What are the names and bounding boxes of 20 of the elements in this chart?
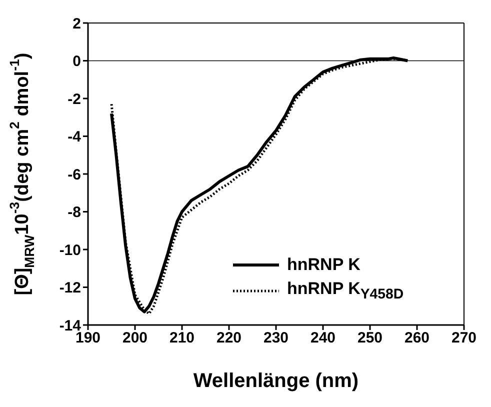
x-tick-label: 200 xyxy=(122,330,148,347)
x-tick-label: 230 xyxy=(263,330,289,347)
x-tick-label: 210 xyxy=(169,330,195,347)
x-axis-title: Wellenlänge (nm) xyxy=(193,370,359,392)
y-tick-label: 0 xyxy=(72,53,81,70)
y-tick-label: -4 xyxy=(68,128,82,146)
x-tick-label: 190 xyxy=(75,330,101,347)
y-tick-label: -6 xyxy=(68,166,81,184)
y-tick-label: -8 xyxy=(68,204,81,222)
x-tick-label: 220 xyxy=(216,330,242,347)
y-tick-label: -12 xyxy=(59,280,81,297)
x-tick-label: 250 xyxy=(357,330,383,347)
x-tick-label: 240 xyxy=(310,330,336,347)
legend-label: hnRNP K xyxy=(287,255,360,275)
y-tick-label: -2 xyxy=(68,90,81,108)
x-tick-label: 270 xyxy=(451,330,477,347)
y-tick-label: 2 xyxy=(72,15,81,32)
x-tick-label: 260 xyxy=(404,330,430,347)
legend-label: hnRNP K$_{Y458D}$ xyxy=(287,279,404,302)
y-tick-label: -10 xyxy=(59,242,81,259)
